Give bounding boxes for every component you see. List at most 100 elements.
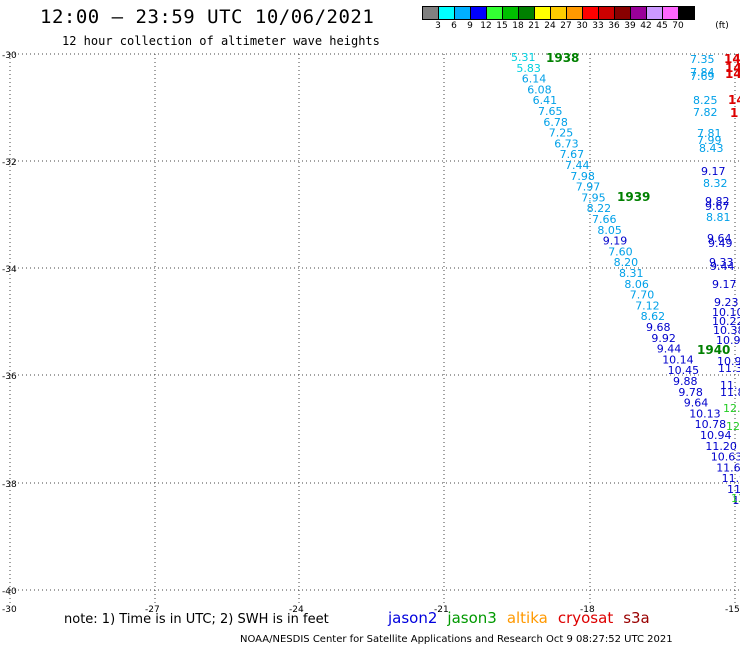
wave-height-label: 10.63 bbox=[711, 451, 740, 464]
color-legend bbox=[422, 5, 695, 24]
satellite-legend: jason2 jason3 altika cryosat s3a bbox=[388, 609, 660, 627]
wave-height-label: 8.81 bbox=[706, 211, 731, 224]
wave-height-label: 7.81 bbox=[697, 127, 722, 140]
satellite-name: jason3 bbox=[447, 609, 497, 627]
wave-height-label: 7.70 bbox=[630, 289, 655, 302]
wave-height-label: 9.68 bbox=[646, 321, 671, 334]
latitude-tick-label: -34 bbox=[2, 265, 17, 275]
legend-label: 36 bbox=[608, 21, 620, 31]
track-time-label: 1940 bbox=[697, 343, 730, 357]
wave-height-label: 8.25 bbox=[693, 94, 718, 107]
legend-label: 9 bbox=[467, 21, 473, 31]
wave-height-label: 11. bbox=[720, 379, 738, 392]
longitude-tick-label: -27 bbox=[145, 605, 160, 615]
wave-height-label: 11.65 bbox=[716, 461, 740, 474]
wave-height-label: 7.69 bbox=[690, 70, 715, 83]
wave-height-label: 7.35 bbox=[690, 53, 715, 66]
wave-height-label: 8.22 bbox=[587, 202, 612, 215]
wave-height-label: 6.73 bbox=[554, 137, 579, 150]
longitude-tick-label: -24 bbox=[289, 605, 304, 615]
legend-unit: (ft) bbox=[715, 21, 729, 31]
wave-height-label: 9.78 bbox=[678, 386, 703, 399]
wave-height-label: 9.92 bbox=[651, 332, 676, 345]
wave-height-label: 8.20 bbox=[614, 256, 639, 269]
wave-height-label: 8.62 bbox=[641, 310, 666, 323]
wave-height-label: 12. bbox=[726, 420, 740, 433]
wave-height-label: 9.44 bbox=[657, 343, 682, 356]
wave-height-label: 9.23 bbox=[714, 296, 739, 309]
wave-height-label: 11.3 bbox=[718, 362, 740, 375]
legend-label: 6 bbox=[451, 21, 457, 31]
wave-height-label: 10.14 bbox=[662, 353, 694, 366]
wave-height-label: 11.6 bbox=[727, 483, 740, 496]
legend-label: 21 bbox=[528, 21, 540, 31]
wave-height-label: 9.19 bbox=[603, 235, 628, 248]
wave-height-label: 6.08 bbox=[527, 83, 552, 96]
wave-height-label: 1 bbox=[730, 106, 738, 120]
wave-height-label: 10.9 bbox=[717, 355, 740, 368]
track-time-label: 1939 bbox=[617, 190, 650, 204]
wave-height-label: 10.78 bbox=[695, 418, 727, 431]
legend-label: 33 bbox=[592, 21, 604, 31]
wave-height-label: 9.17 bbox=[701, 165, 726, 178]
latitude-tick-label: -32 bbox=[2, 158, 17, 168]
wave-height-label: 8.06 bbox=[624, 278, 649, 291]
wave-height-label: 9.44 bbox=[710, 260, 735, 273]
legend-label: 30 bbox=[576, 21, 588, 31]
wave-height-label: 7.82 bbox=[693, 106, 718, 119]
satellite-name: altika bbox=[506, 609, 548, 627]
wave-height-label: 8.43 bbox=[699, 142, 724, 155]
legend-label: 42 bbox=[640, 21, 652, 31]
latitude-tick-label: -30 bbox=[2, 51, 17, 61]
wave-height-label: 9.49 bbox=[708, 237, 733, 250]
wave-height-label: 11.8 bbox=[720, 386, 740, 399]
page-subtitle: 12 hour collection of altimeter wave hei… bbox=[62, 34, 380, 48]
axis-tick-labels: -30 -32 -34 -36 -38 -40 -30 -27 -24 -21 -18 -15 bbox=[2, 51, 740, 615]
wave-height-label: 7.95 bbox=[581, 191, 606, 204]
legend-label: 15 bbox=[496, 21, 508, 31]
wave-height-label: 7.65 bbox=[538, 105, 563, 118]
wave-height-label: 7.99 bbox=[697, 134, 722, 147]
wave-height-label: 10.94 bbox=[700, 429, 732, 442]
wave-height-label: 9.88 bbox=[673, 375, 698, 388]
wave-height-label: 7.12 bbox=[635, 299, 660, 312]
wave-height-label: 8.32 bbox=[703, 177, 728, 190]
wave-height-label: 9.17 bbox=[712, 278, 737, 291]
latitude-tick-label: -38 bbox=[2, 480, 17, 490]
wave-height-label: 5.31 bbox=[511, 51, 536, 64]
altimeter-tracks: 5.315.836.146.086.417.656.787.256.737.67… bbox=[511, 51, 740, 507]
map-grid bbox=[9, 53, 740, 605]
legend-label: 3 bbox=[435, 21, 441, 31]
wave-height-label: 10.22 bbox=[712, 315, 740, 328]
wave-height-label: 6.14 bbox=[522, 73, 547, 86]
wave-height-label: 10.10 bbox=[712, 306, 740, 319]
longitude-tick-label: -21 bbox=[434, 605, 449, 615]
wave-height-label: 7.98 bbox=[570, 170, 595, 183]
wave-height-label: 10.45 bbox=[668, 364, 700, 377]
wave-height-label: 7.97 bbox=[576, 181, 601, 194]
wave-height-label: 9.64 bbox=[707, 232, 732, 245]
latitude-tick-label: -36 bbox=[2, 372, 17, 382]
wave-height-label: 14 bbox=[725, 61, 740, 75]
legend-label: 45 bbox=[656, 21, 668, 31]
wave-height-label: 11. bbox=[732, 494, 740, 507]
wave-height-label: 7.44 bbox=[565, 159, 590, 172]
wave-height-label: 6.41 bbox=[533, 94, 558, 107]
legend-label: 39 bbox=[624, 21, 636, 31]
wave-height-label: 11.99 bbox=[722, 472, 740, 485]
wave-height-label: 8.05 bbox=[597, 224, 622, 237]
page-title: 12:00 – 23:59 UTC 10/06/2021 bbox=[40, 6, 375, 28]
wave-height-label: 7.67 bbox=[560, 148, 585, 161]
wave-height-label: 5.83 bbox=[516, 62, 541, 75]
wave-height-label: 6.78 bbox=[543, 116, 568, 129]
longitude-tick-label: -15 bbox=[725, 605, 740, 615]
units-note: note: 1) Time is in UTC; 2) SWH is in fe… bbox=[64, 612, 329, 627]
wave-height-label: 7.84 bbox=[690, 66, 715, 79]
wave-height-label: 13 bbox=[731, 492, 740, 505]
wave-height-label: 11.20 bbox=[705, 440, 737, 453]
wave-height-label: 9.64 bbox=[684, 397, 709, 410]
wave-height-label: 7.60 bbox=[608, 245, 633, 258]
latitude-tick-label: -40 bbox=[2, 587, 17, 597]
legend-label: 12 bbox=[480, 21, 492, 31]
satellite-name: jason2 bbox=[388, 609, 438, 627]
